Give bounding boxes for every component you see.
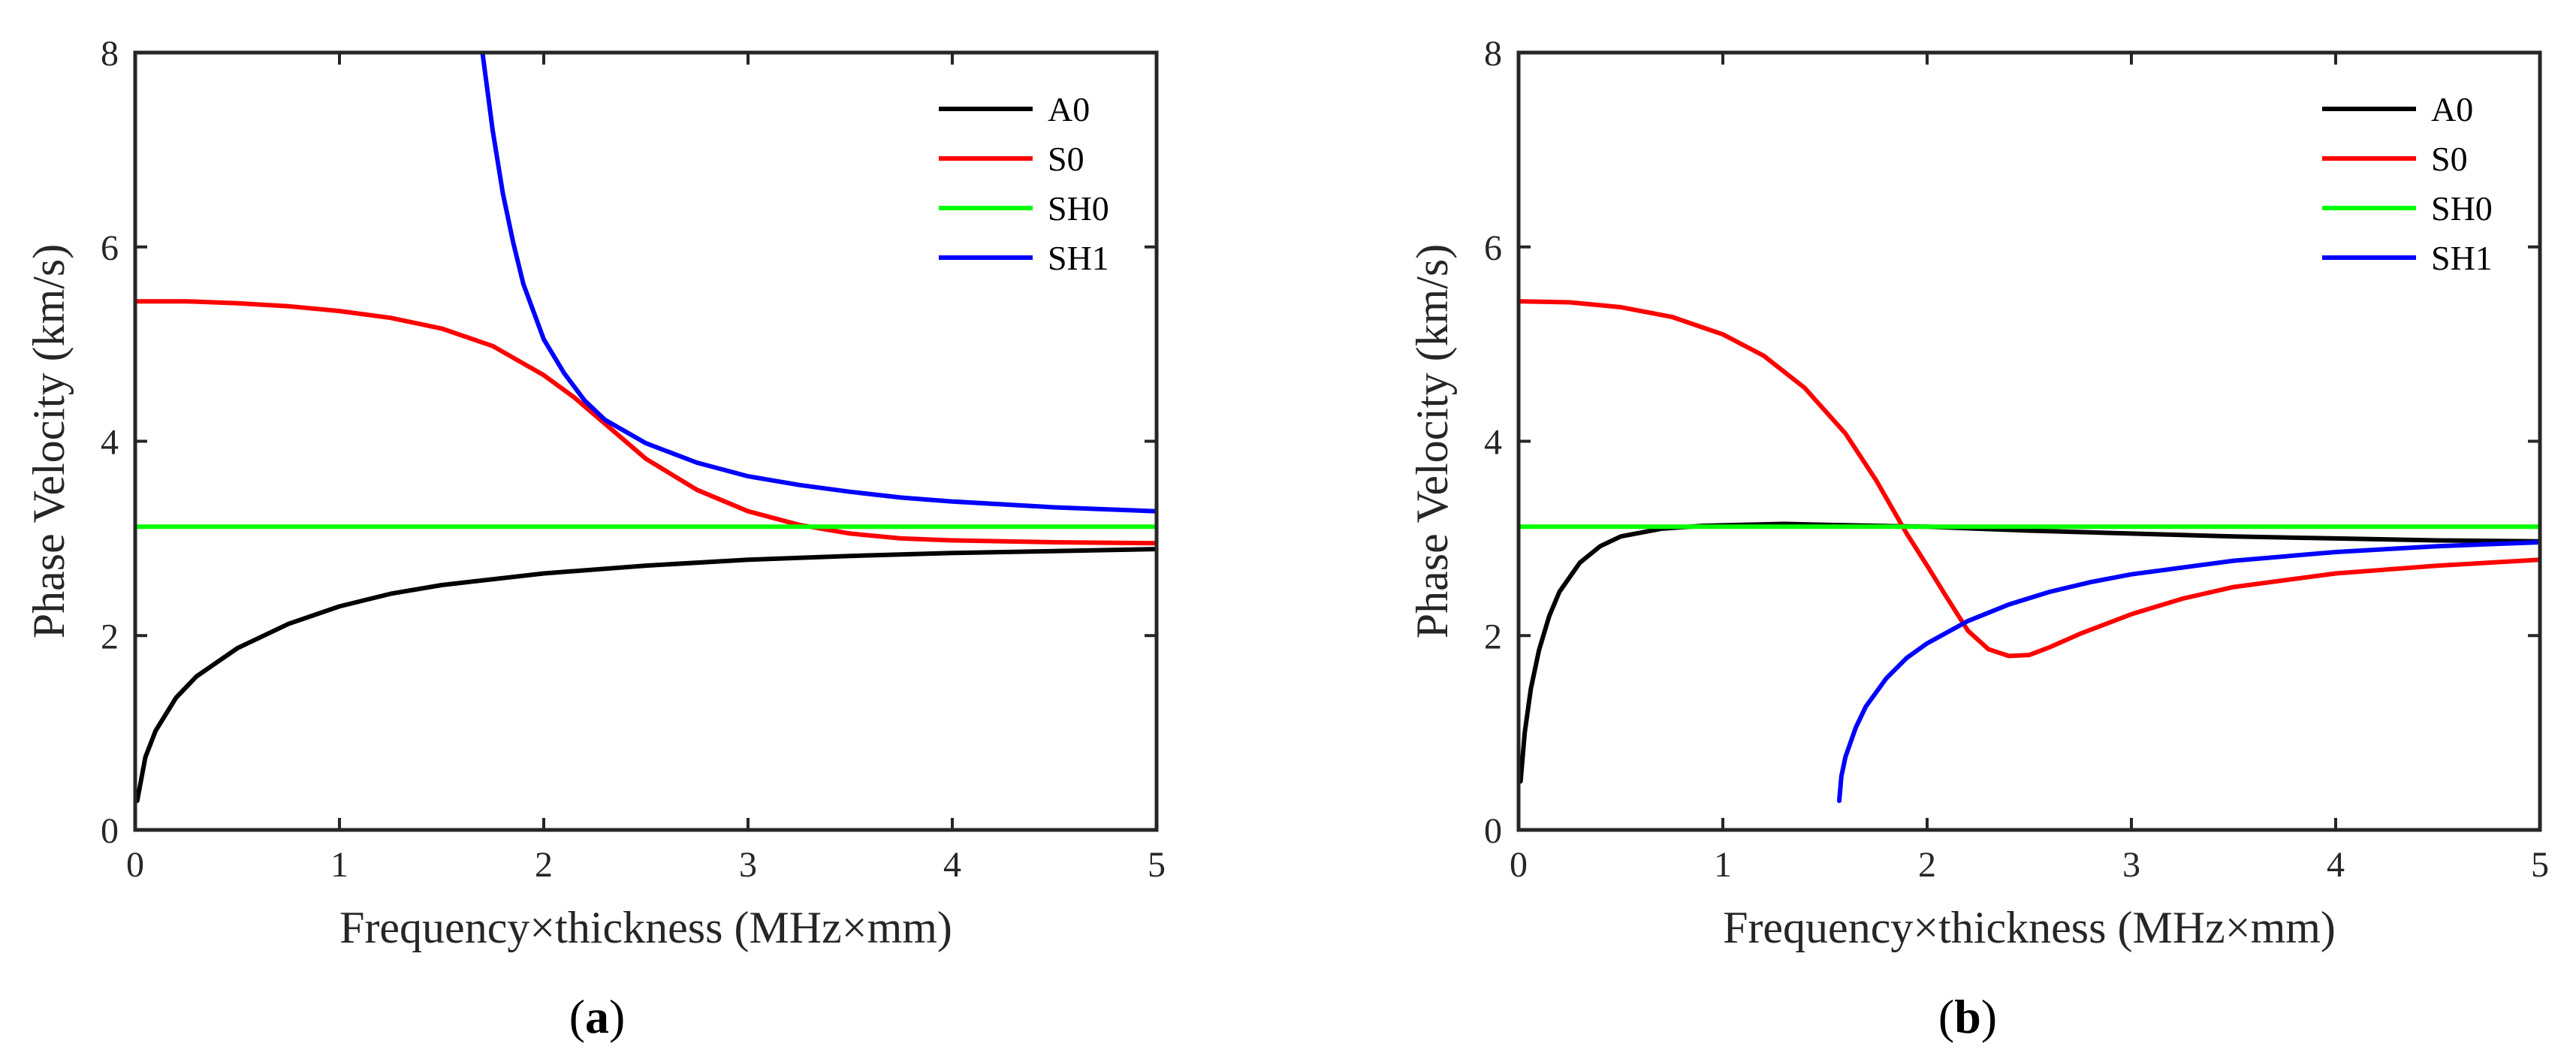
y-tick-label: 0	[1484, 811, 1502, 851]
chart-panel-a: 0 1 2 3 4 5 0 2 4 6 8 Frequency×thickness (MHz×mm) P…	[24, 34, 1166, 1043]
legend-label-sh1: SH1	[2431, 239, 2493, 277]
x-tick-label: 1	[1714, 845, 1732, 885]
x-axis-label: Frequency×thickness (MHz×mm)	[339, 903, 952, 952]
curves	[1519, 299, 2540, 804]
y-tick-label: 8	[101, 34, 119, 74]
y-tick-label: 2	[1484, 617, 1502, 656]
legend-label-s0: S0	[2431, 140, 2468, 178]
y-axis-label: Phase Velocity (km/s)	[1407, 244, 1457, 639]
x-tick-label: 4	[943, 845, 961, 885]
x-axis-label: Frequency×thickness (MHz×mm)	[1723, 903, 2336, 952]
y-tick-label: 4	[101, 423, 119, 463]
x-tick-label: 3	[739, 845, 757, 885]
panel-label: (a)	[569, 990, 626, 1043]
x-tick-label: 0	[1510, 845, 1528, 885]
x-tick-label: 2	[1918, 845, 1936, 885]
x-tick-label: 3	[2122, 845, 2140, 885]
legend-label-sh0: SH0	[1048, 189, 1109, 228]
series-line-a0	[135, 547, 1157, 804]
chart-panel-b: 0 1 2 3 4 5 0 2 4 6 8 Frequency×thickness (MHz×mm) P…	[1407, 34, 2549, 1043]
y-tick-label: 8	[1484, 34, 1502, 74]
x-tick-label: 1	[330, 845, 348, 885]
y-tick-label: 4	[1484, 423, 1502, 463]
panel-label: (b)	[1938, 990, 1997, 1043]
x-tick-label: 2	[535, 845, 553, 885]
legend-label-a0: A0	[1048, 90, 1090, 128]
legend-label-sh0: SH0	[2431, 189, 2493, 228]
legend: A0 S0 SH0 SH1	[939, 90, 1109, 277]
legend-label-a0: A0	[2431, 90, 2473, 128]
y-axis-label: Phase Velocity (km/s)	[24, 244, 74, 639]
plot-frame	[1516, 50, 2542, 832]
x-tick-label: 5	[2531, 845, 2549, 885]
series-line-s0	[1519, 299, 2540, 659]
series-line-sh1	[480, 53, 1157, 514]
y-tick-label: 2	[101, 617, 119, 656]
legend-label-sh1: SH1	[1048, 239, 1109, 277]
y-tick-label: 6	[1484, 228, 1502, 268]
series-line-sh1	[1837, 540, 2540, 804]
x-tick-label: 4	[2327, 845, 2345, 885]
x-tick-label: 5	[1148, 845, 1166, 885]
x-tick-label: 0	[126, 845, 144, 885]
legend-label-s0: S0	[1048, 140, 1084, 178]
series-line-s0	[135, 299, 1157, 546]
y-tick-label: 0	[101, 811, 119, 851]
legend: A0 S0 SH0 SH1	[2322, 90, 2493, 277]
curves	[135, 53, 1157, 804]
y-tick-label: 6	[101, 228, 119, 268]
